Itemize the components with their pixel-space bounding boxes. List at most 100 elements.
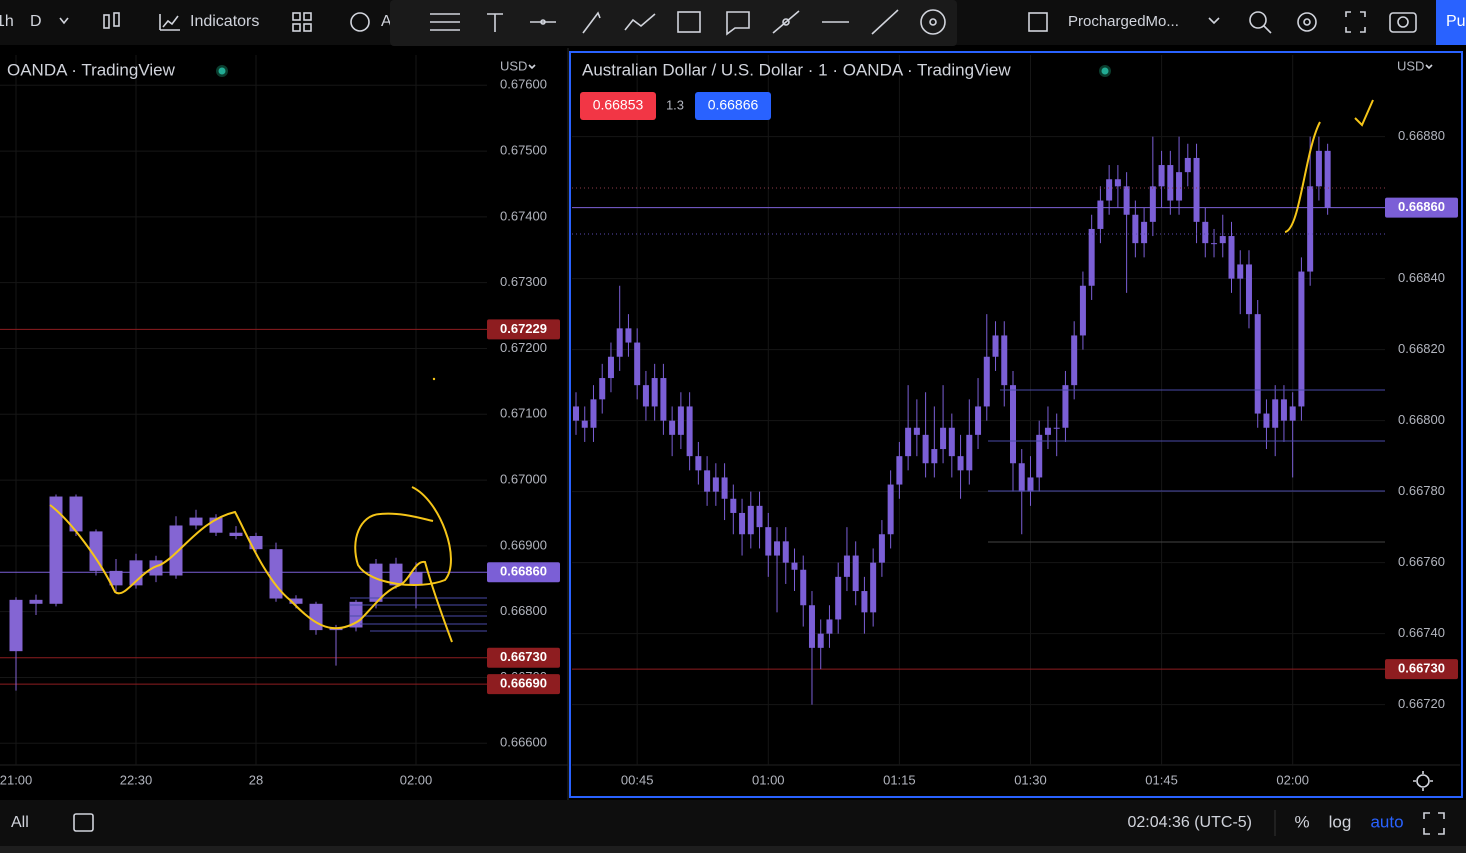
candle-body — [922, 434, 929, 464]
y-tick-label: 0.67300 — [500, 274, 547, 289]
candle-body — [1018, 463, 1025, 492]
x-tick-label: 00:45 — [621, 772, 654, 787]
price-badge-label: 0.67229 — [500, 321, 547, 336]
y-tick-label: 0.67500 — [500, 143, 547, 158]
candle-body — [948, 427, 955, 457]
candle-body — [573, 406, 579, 421]
drawing-tools[interactable] — [430, 9, 946, 36]
candle-body — [957, 456, 964, 471]
x-tick-label: 21:00 — [0, 772, 32, 787]
candle-body — [369, 563, 383, 602]
settings-icon[interactable] — [1413, 771, 1433, 791]
indicators-button[interactable]: Indicators — [190, 13, 259, 30]
candle-body — [931, 449, 938, 464]
chart-pane: 0.666000.667000.668000.669000.670000.671… — [0, 55, 560, 787]
alert-button[interactable]: A — [381, 13, 392, 30]
date-range-icon[interactable] — [73, 813, 94, 832]
sell-button[interactable] — [580, 92, 656, 120]
y-tick-label: 0.66720 — [1398, 696, 1445, 711]
candle-body — [765, 527, 772, 556]
candle-body — [1149, 186, 1156, 222]
candle-body — [249, 536, 263, 550]
candle-body — [1315, 150, 1322, 187]
candle-body — [695, 456, 702, 471]
layout-name[interactable]: ProchargedMo... — [1068, 13, 1179, 30]
candle-body — [791, 562, 798, 570]
y-tick-label: 0.67100 — [500, 406, 547, 421]
ask-price[interactable]: 0.66866 — [708, 97, 759, 113]
candle-body — [1097, 200, 1104, 229]
candle-body — [843, 555, 850, 577]
drawing-toolbar — [390, 0, 957, 46]
candle-body — [651, 378, 658, 407]
candle-body — [1228, 236, 1235, 279]
candle-body — [1167, 165, 1174, 201]
percent-button[interactable]: % — [1294, 812, 1309, 831]
x-tick-label: 01:30 — [1014, 772, 1047, 787]
y-tick-label: 0.66760 — [1398, 554, 1445, 569]
candle-body — [852, 555, 859, 592]
x-tick-label: 01:15 — [883, 772, 916, 787]
indicators-icon[interactable] — [159, 14, 180, 31]
dot — [432, 377, 436, 381]
dropdown-icon[interactable] — [1425, 64, 1433, 70]
candle-body — [1010, 385, 1016, 464]
x-tick-label: 02:00 — [1276, 772, 1309, 787]
layout-icon[interactable] — [1028, 12, 1048, 32]
chart-type-icon[interactable] — [103, 12, 120, 29]
candle-body — [739, 512, 746, 535]
candle-body — [878, 534, 885, 563]
bottom-edge — [0, 846, 1466, 853]
candle-body — [409, 572, 423, 586]
price-badge-label: 0.66860 — [500, 564, 547, 579]
publish-button[interactable]: Pu — [1446, 13, 1466, 30]
candle-body — [581, 420, 588, 428]
currency-label[interactable]: USD — [500, 58, 527, 73]
alert-icon[interactable] — [350, 12, 370, 32]
price-badge-label: 0.66730 — [500, 649, 547, 664]
fullscreen-icon[interactable] — [1423, 812, 1445, 835]
clock[interactable]: 02:04:36 (UTC-5) — [1128, 814, 1253, 831]
dropdown-icon[interactable] — [1208, 17, 1220, 25]
bid-price[interactable]: 0.66853 — [593, 97, 644, 113]
candle-body — [1324, 150, 1331, 208]
price-badge-label: 0.66690 — [500, 676, 547, 691]
candle-body — [69, 496, 83, 532]
range-button[interactable]: All — [11, 814, 29, 831]
interval-button[interactable]: 1h — [0, 13, 14, 30]
layouts-icon[interactable] — [292, 12, 312, 32]
candle-body — [1289, 406, 1296, 421]
candle-body — [189, 517, 203, 526]
candle-body — [599, 378, 606, 400]
candle-body — [1307, 186, 1314, 272]
dropdown-icon[interactable] — [528, 64, 536, 70]
period-button[interactable]: D — [30, 13, 42, 30]
charts: 0.666000.667000.668000.669000.670000.671… — [0, 55, 1458, 787]
candle-body — [29, 599, 43, 604]
log-button[interactable]: log — [1329, 812, 1352, 831]
status-dot — [218, 67, 226, 75]
currency-label[interactable]: USD — [1397, 58, 1424, 73]
candle-body — [1123, 186, 1130, 215]
candle-body — [1272, 399, 1279, 428]
candle-body — [835, 576, 842, 620]
candle-body — [1176, 172, 1183, 201]
candle-body — [774, 541, 781, 556]
y-tick-label: 0.67000 — [500, 472, 547, 487]
candle-body — [642, 385, 649, 407]
publish-button-bg[interactable] — [1436, 0, 1466, 45]
auto-button[interactable]: auto — [1370, 812, 1403, 831]
buy-button[interactable] — [695, 92, 771, 120]
candle-body — [975, 406, 982, 435]
candle-body — [660, 378, 667, 421]
candle-body — [1298, 271, 1305, 407]
header-icons[interactable] — [1249, 11, 1417, 34]
candle-body — [1079, 285, 1086, 336]
candle-body — [1027, 477, 1034, 492]
candle-body — [800, 569, 807, 606]
candle-body — [1245, 264, 1252, 315]
candle-body — [870, 562, 877, 613]
candle-body — [89, 531, 103, 571]
dropdown-icon[interactable] — [59, 17, 69, 25]
